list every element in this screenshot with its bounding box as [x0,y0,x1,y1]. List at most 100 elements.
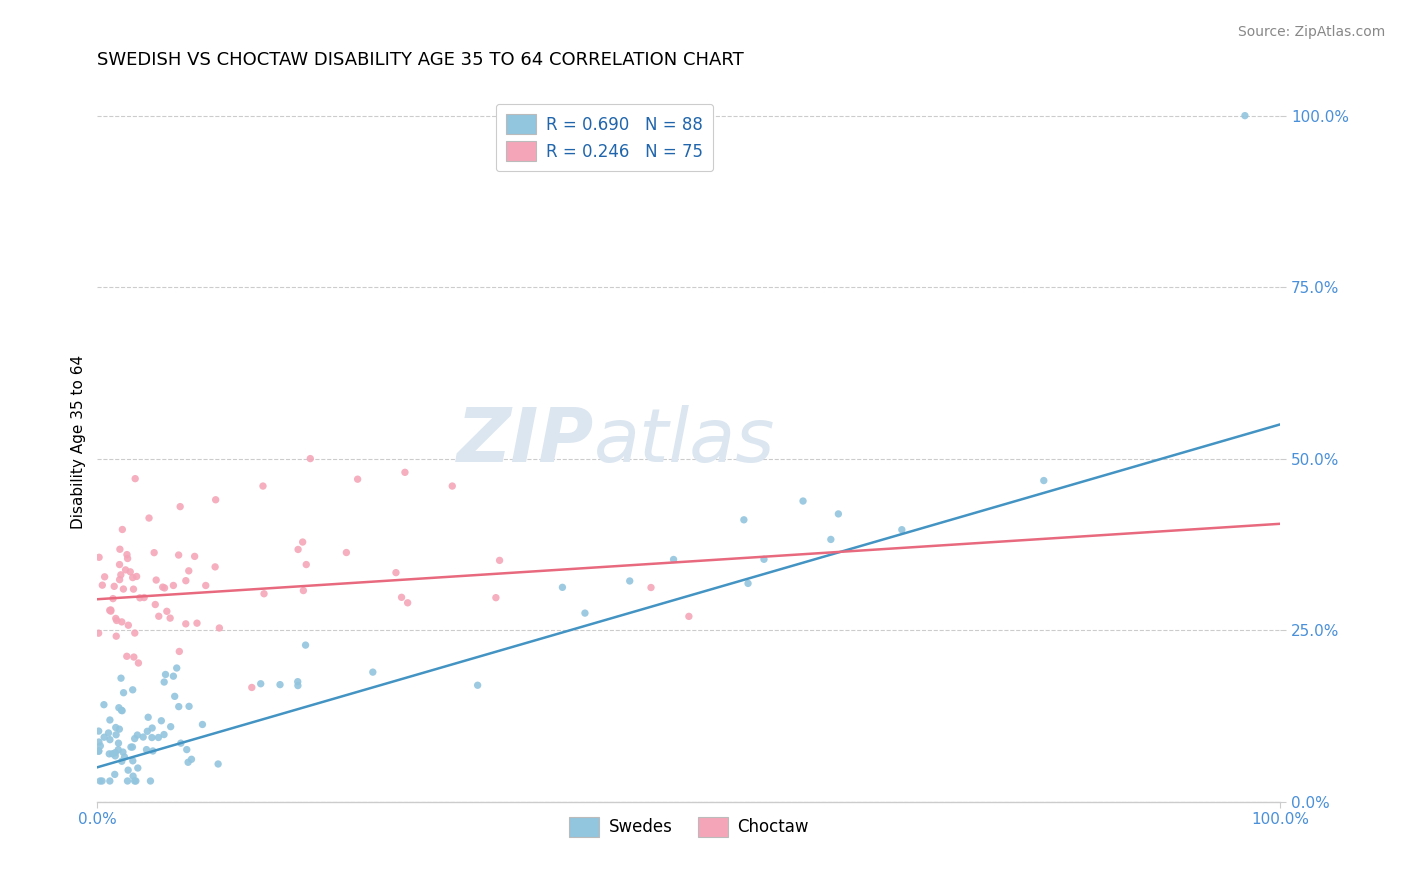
Point [177,756,200,770]
Point [93,570,115,584]
Point [733,513,755,527]
Point [662,552,685,566]
Point [619,574,641,588]
Point [134,591,156,605]
Point [124,626,146,640]
Point [176,742,198,756]
Point [141,731,163,745]
Point [111,754,134,768]
Point [485,591,508,605]
Point [87,724,110,739]
Point [100,603,122,617]
Point [108,558,131,572]
Point [488,553,510,567]
Point [240,681,263,695]
Point [391,591,413,605]
Point [143,546,166,560]
Point [139,774,162,789]
Point [104,611,127,625]
Point [287,674,309,689]
Point [117,763,139,777]
Point [87,626,110,640]
Point [132,730,155,744]
Point [127,728,149,742]
Point [98,732,121,747]
Point [194,578,217,592]
Point [291,535,314,549]
Point [121,682,143,697]
Point [124,472,146,486]
Point [177,699,200,714]
Text: Source: ZipAtlas.com: Source: ZipAtlas.com [1237,25,1385,39]
Point [91,578,114,592]
Point [141,721,163,735]
Point [120,740,142,755]
Point [167,699,190,714]
Point [108,573,131,587]
Point [142,744,165,758]
Point [253,587,276,601]
Point [97,726,120,740]
Point [153,727,176,741]
Point [105,629,128,643]
Point [108,542,131,557]
Point [128,591,150,605]
Point [101,591,124,606]
Point [93,698,115,712]
Point [111,704,134,718]
Point [287,679,309,693]
Point [295,558,318,572]
Point [269,678,291,692]
Point [678,609,700,624]
Point [287,542,309,557]
Point [169,500,191,514]
Point [162,578,184,592]
Text: SWEDISH VS CHOCTAW DISABILITY AGE 35 TO 64 CORRELATION CHART: SWEDISH VS CHOCTAW DISABILITY AGE 35 TO … [97,51,744,69]
Point [124,774,146,789]
Point [108,700,131,714]
Point [136,710,159,724]
Point [87,744,110,758]
Point [115,649,138,664]
Point [120,565,142,579]
Point [87,550,110,565]
Point [104,767,127,781]
Point [121,754,143,768]
Point [93,730,115,744]
Point [204,560,226,574]
Point [122,769,145,783]
Point [110,671,132,685]
Point [104,746,127,760]
Point [174,574,197,588]
Point [121,739,143,754]
Point [125,774,148,789]
Point [117,774,139,789]
Point [163,690,186,704]
Point [115,548,138,562]
Point [574,606,596,620]
Point [100,604,122,618]
Point [792,494,814,508]
Point [98,603,121,617]
Point [101,747,124,761]
Point [110,703,132,717]
Point [135,742,157,756]
Point [114,750,136,764]
Point [827,507,849,521]
Point [249,677,271,691]
Point [112,686,135,700]
Y-axis label: Disability Age 35 to 64: Disability Age 35 to 64 [72,354,86,529]
Point [112,582,135,596]
Point [156,604,179,618]
Point [98,774,121,789]
Point [127,761,149,775]
Point [111,523,134,537]
Point [127,656,149,670]
Point [294,638,316,652]
Point [183,549,205,564]
Point [98,713,121,727]
Point [169,644,191,658]
Point [186,616,208,631]
Point [208,621,231,635]
Point [441,479,464,493]
